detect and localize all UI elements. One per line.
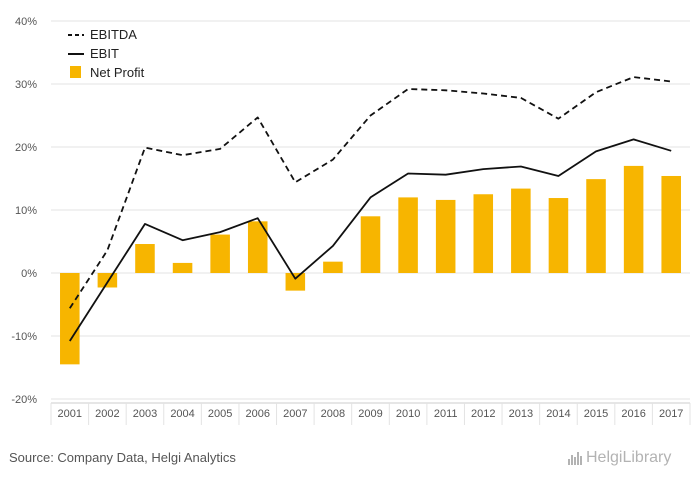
x-tick-label: 2001: [58, 408, 82, 420]
brand-name: HelgiLibrary: [586, 449, 672, 466]
x-tick-label: 2011: [434, 408, 458, 420]
y-tick-label: 10%: [15, 205, 37, 217]
y-tick-label: -10%: [11, 331, 37, 343]
legend-swatch-net-profit: [70, 66, 81, 78]
net-profit-bar: [60, 273, 80, 365]
x-tick-label: 2017: [659, 408, 683, 420]
net-profit-bar: [623, 165, 644, 273]
x-tick-label: 2005: [208, 408, 232, 420]
net-profit-bar: [97, 273, 118, 288]
y-tick-label: 40%: [15, 16, 37, 28]
x-tick-label: 2012: [471, 408, 495, 420]
net-profit-bar: [172, 262, 193, 273]
y-tick-label: 20%: [15, 142, 37, 154]
x-tick-label: 2015: [584, 408, 608, 420]
net-profit-bar: [548, 198, 569, 273]
net-profit-bar: [285, 273, 306, 291]
x-tick-label: 2009: [358, 408, 382, 420]
brand-logo: HelgiLibrary: [568, 449, 671, 467]
net-profit-bar: [360, 216, 381, 273]
net-profit-bar: [247, 221, 268, 273]
x-tick-label: 2016: [621, 408, 645, 420]
y-tick-label: -20%: [11, 394, 37, 406]
x-tick-label: 2006: [245, 408, 269, 420]
ebitda-line: [69, 76, 672, 309]
net-profit-bar: [323, 261, 343, 273]
net-profit-bar: [586, 179, 606, 273]
y-axis-tick-labels: -20% -10% 0% 10% 20% 30% 40%: [11, 16, 37, 406]
x-tick-label: 2003: [133, 408, 157, 420]
net-profit-bar: [661, 175, 681, 273]
net-profit-bar: [135, 244, 155, 273]
legend: EBITDA EBIT Net Profit: [68, 27, 145, 80]
ebit-line: [69, 138, 672, 342]
legend-label-ebit: EBIT: [90, 46, 119, 61]
series-lines: [69, 76, 672, 342]
chart: -20%-10%0%10%20%30%40% 2001 2002 2003 2004 2…: [11, 16, 691, 425]
net-profit-bar: [398, 197, 418, 273]
y-tick-label: 30%: [15, 79, 37, 91]
x-tick-label: 2004: [170, 408, 194, 420]
net-profit-bar: [473, 194, 494, 273]
x-tick-label: 2007: [283, 408, 307, 420]
net-profit-bars: [60, 165, 681, 365]
y-tick-label: 0%: [21, 268, 37, 280]
x-tick-label: 2013: [509, 408, 533, 420]
x-tick-label: 2002: [95, 408, 119, 420]
brand-bars-icon: [568, 451, 582, 465]
x-axis: 2001 2002 2003 2004 2005 2006 2007 2008 2009 2010…: [50, 402, 691, 425]
x-tick-label: 2014: [546, 408, 570, 420]
source-note: Source: Company Data, Helgi Analytics: [9, 450, 236, 465]
net-profit-bar: [511, 188, 531, 273]
x-tick-label: 2010: [396, 408, 420, 420]
x-tick-label: 2008: [321, 408, 345, 420]
net-profit-bar: [435, 199, 456, 273]
net-profit-bar: [210, 234, 230, 273]
legend-label-ebitda: EBITDA: [90, 27, 137, 42]
legend-label-net-profit: Net Profit: [90, 65, 145, 80]
